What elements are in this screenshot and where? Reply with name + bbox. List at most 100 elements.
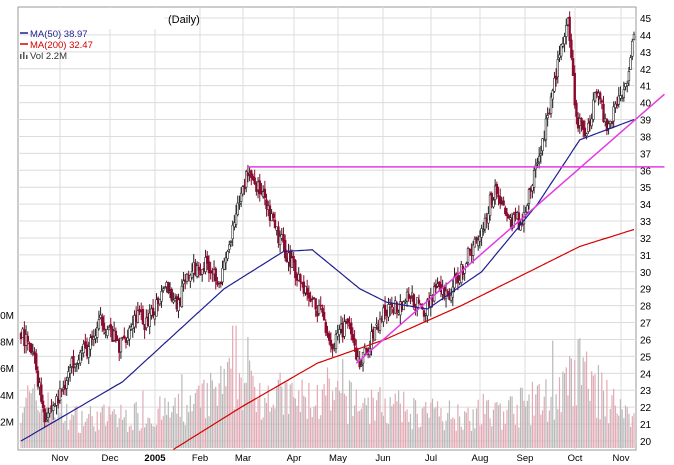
volume-tick-label: 8M	[0, 338, 14, 349]
volume-bar	[144, 427, 146, 448]
volume-bar	[57, 399, 59, 448]
volume-bar	[162, 416, 164, 448]
price-bar-body	[471, 244, 475, 256]
price-bar-body	[327, 333, 331, 341]
volume-bar	[154, 426, 156, 448]
volume-bar	[430, 402, 432, 448]
volume-bar	[111, 411, 114, 448]
price-bar-body	[492, 199, 495, 208]
volume-legend-text: Vol 2.2M	[30, 51, 67, 62]
volume-bar	[343, 393, 346, 448]
volume-bar	[404, 411, 406, 448]
volume-bar	[230, 368, 232, 448]
price-bar-body	[221, 267, 224, 283]
period-label: (Daily)	[168, 14, 200, 26]
volume-bar	[494, 402, 496, 448]
volume-bar	[216, 405, 219, 448]
volume-bar	[403, 391, 405, 448]
price-bar-body	[128, 327, 131, 340]
volume-bar	[201, 383, 203, 448]
price-tick-label: 22	[640, 403, 652, 414]
volume-bar	[367, 397, 369, 448]
price-bar-body	[238, 203, 241, 205]
price-bar-body	[593, 92, 597, 102]
volume-bar	[616, 413, 618, 448]
price-bar-body	[527, 189, 531, 204]
volume-bar	[624, 405, 627, 448]
price-bar-body	[68, 367, 72, 374]
price-tick-label: 36	[640, 166, 652, 177]
volume-bar	[433, 408, 435, 448]
price-bar-body	[99, 314, 102, 318]
volume-bar	[223, 368, 225, 448]
volume-bar	[611, 395, 613, 448]
volume-bar	[350, 382, 352, 448]
volume-bar	[377, 392, 379, 448]
volume-bar	[67, 429, 70, 448]
price-bar-body	[612, 106, 615, 122]
price-bar-body	[575, 102, 578, 117]
volume-bar	[585, 351, 588, 448]
volume-bar	[467, 407, 469, 448]
price-bar-body	[373, 327, 377, 341]
volume-bar	[237, 399, 239, 448]
volume-bar	[286, 382, 288, 448]
volume-bar	[482, 393, 484, 448]
price-bar-body	[46, 412, 50, 418]
price-tick-label: 39	[640, 116, 652, 127]
volume-bar	[357, 411, 359, 448]
volume-bar	[570, 358, 572, 448]
price-bar-body	[322, 311, 326, 321]
price-bar-body	[170, 289, 173, 301]
volume-bar	[152, 426, 154, 448]
volume-bar	[44, 425, 46, 448]
price-bar-body	[72, 355, 75, 369]
price-axis: 20 21 22 23 24 25 26 27 28 29 30 31 32 33 34 35 36 37 38 39…	[640, 14, 652, 448]
volume-bar	[531, 381, 533, 448]
volume-bar	[140, 428, 142, 448]
volume-bar	[607, 423, 610, 448]
volume-bar	[84, 421, 86, 448]
volume-bar	[563, 372, 566, 448]
volume-bar	[443, 430, 445, 448]
volume-bar	[77, 432, 80, 448]
volume-bar	[166, 414, 168, 448]
volume-bar	[523, 400, 525, 448]
month-tick-label: Apr	[287, 453, 302, 464]
volume-bar	[411, 429, 413, 448]
volume-bar	[420, 426, 422, 448]
volume-bar	[179, 416, 181, 448]
price-bar-body	[324, 321, 328, 333]
ma50-legend-text: MA(50) 38.97	[30, 29, 88, 40]
price-bar-body	[477, 239, 480, 247]
volume-bar	[164, 397, 166, 448]
volume-bar	[186, 404, 188, 448]
price-bar-body	[632, 33, 636, 41]
volume-bar	[469, 420, 471, 448]
volume-bar	[257, 398, 259, 448]
price-bar-body	[160, 291, 163, 302]
volume-bar	[215, 386, 217, 448]
volume-bar	[462, 429, 464, 448]
volume-bar	[511, 396, 513, 448]
volume-bar	[475, 408, 478, 448]
volume-bar	[550, 396, 552, 448]
price-bar-body	[504, 207, 507, 215]
volume-bar	[470, 431, 473, 448]
volume-bar	[94, 431, 97, 448]
volume-bar	[596, 417, 598, 448]
price-bar-body	[33, 351, 36, 355]
volume-bar	[20, 422, 22, 448]
price-bar-body	[265, 199, 268, 209]
volume-bar	[396, 401, 398, 448]
volume-bar	[506, 409, 508, 448]
price-bar-body	[571, 58, 575, 76]
volume-bar	[88, 413, 90, 448]
volume-bar	[460, 426, 462, 448]
volume-bar	[25, 397, 27, 448]
volume-bar	[370, 389, 373, 448]
price-bar-body	[539, 153, 543, 156]
price-bar-body	[419, 303, 422, 306]
price-bar-body	[278, 236, 282, 245]
volume-bar	[450, 419, 452, 448]
